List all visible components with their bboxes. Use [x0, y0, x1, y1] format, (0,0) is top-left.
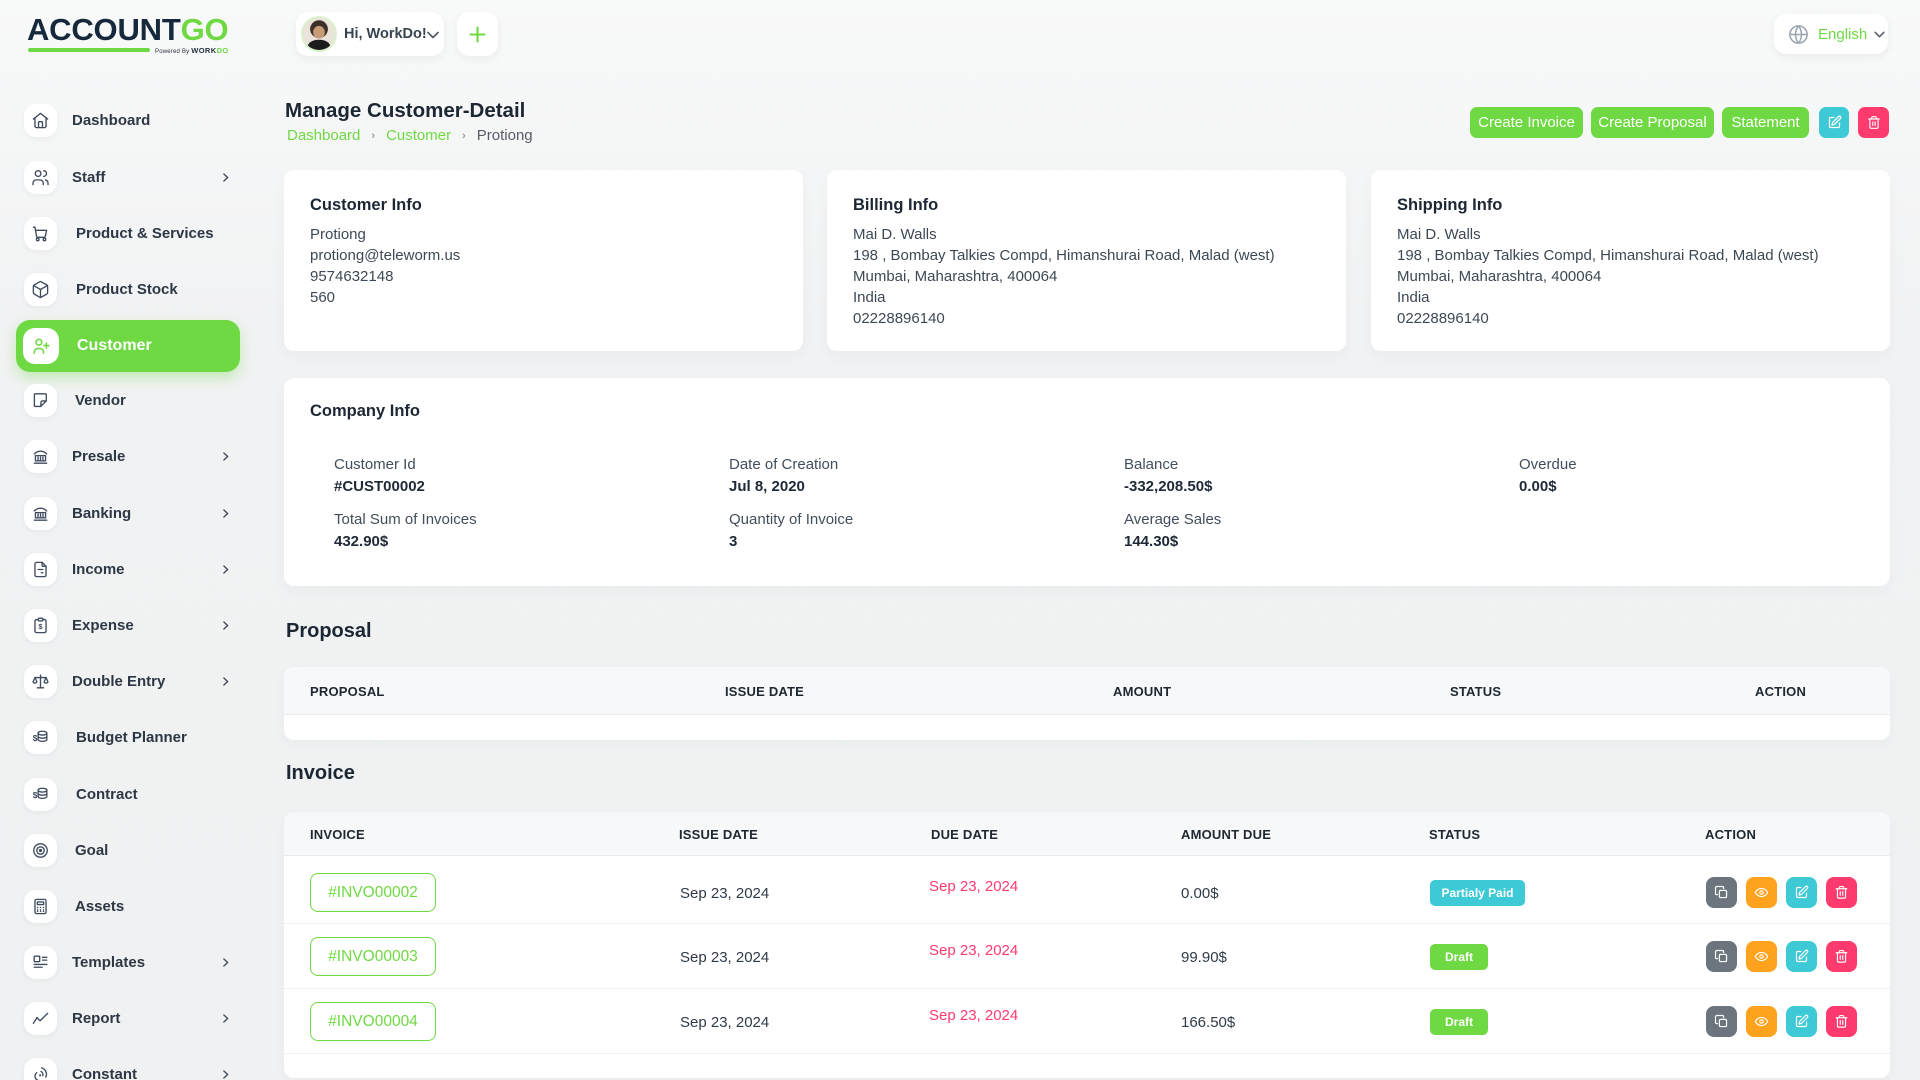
- svg-text:$: $: [33, 733, 38, 743]
- svg-text:$: $: [38, 622, 43, 631]
- svg-text:$: $: [33, 790, 38, 800]
